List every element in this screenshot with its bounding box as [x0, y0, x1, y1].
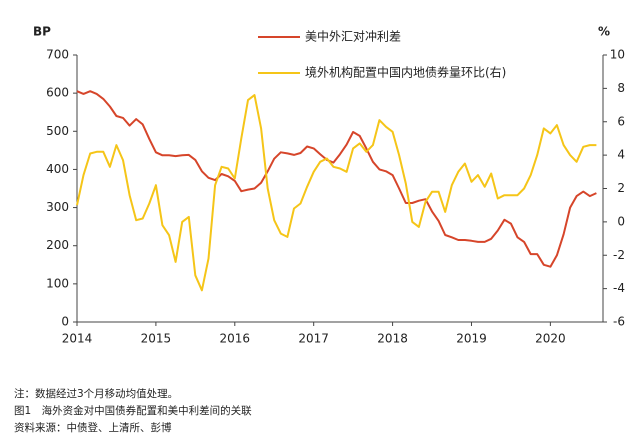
y-tick-label: 700	[46, 48, 69, 62]
legend-label: 美中外汇对冲利差	[305, 29, 401, 44]
y-tick-label: 0	[61, 315, 69, 329]
y2-tick-label: 8	[617, 81, 625, 95]
caption: 图1 海外资金对中国债券配置和美中利差间的关联	[14, 404, 252, 417]
x-tick-label: 2019	[456, 332, 487, 346]
y-tick-label: 500	[46, 124, 69, 138]
y2-tick-label: -4	[613, 281, 625, 295]
x-tick-label: 2014	[62, 332, 93, 346]
y2-tick-label: 2	[617, 181, 625, 195]
source: 资料来源：中债登、上清所、彭博	[14, 421, 172, 434]
y-tick-label: 400	[46, 162, 69, 176]
y2-tick-label: 4	[617, 148, 625, 162]
y-tick-label: 300	[46, 200, 69, 214]
y-tick-label: 100	[46, 276, 69, 290]
legend-label: 境外机构配置中国内地债券量环比(右)	[305, 65, 506, 80]
y2-axis-label: %	[598, 25, 610, 39]
x-tick-label: 2020	[535, 332, 566, 346]
x-tick-label: 2018	[377, 332, 408, 346]
y2-tick-label: -6	[613, 315, 625, 329]
x-tick-label: 2017	[298, 332, 329, 346]
y-axis-label: BP	[33, 25, 51, 39]
series-line	[76, 94, 597, 292]
y2-tick-label: 10	[610, 48, 625, 62]
y-tick-label: 600	[46, 86, 69, 100]
y2-tick-label: -2	[613, 248, 625, 262]
note: 注：数据经过3个月移动均值处理。	[14, 387, 178, 400]
y2-tick-label: 0	[617, 214, 625, 228]
y-tick-label: 200	[46, 238, 69, 252]
y2-tick-label: 6	[617, 114, 625, 128]
x-tick-label: 2015	[141, 332, 172, 346]
x-tick-label: 2016	[220, 332, 251, 346]
series-line	[76, 90, 597, 268]
